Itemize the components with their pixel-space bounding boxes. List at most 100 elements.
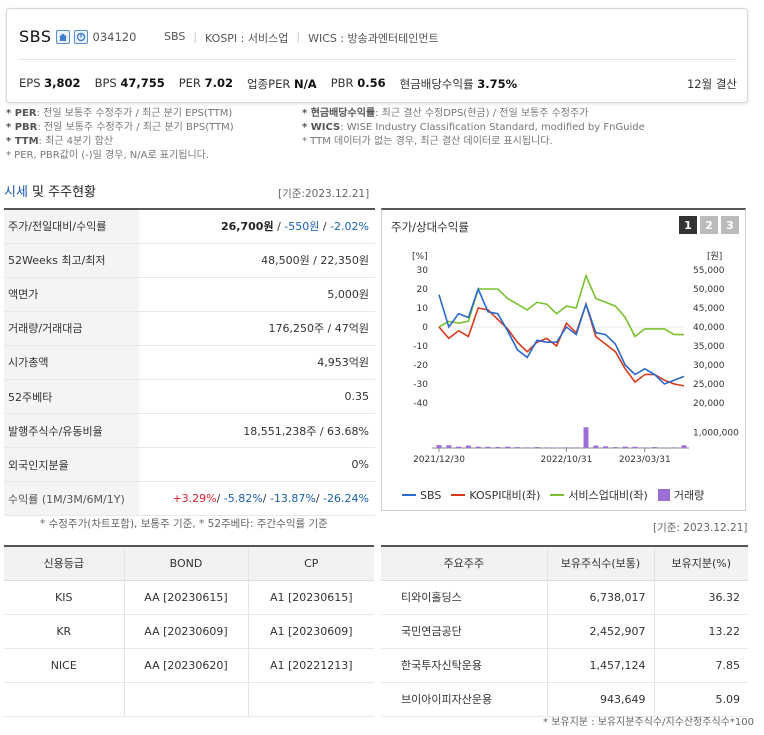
metric-pbr: PBR 0.56 xyxy=(330,76,386,90)
volume-bar xyxy=(544,447,550,448)
volume-bar xyxy=(465,445,471,448)
tag-kospi: KOSPI : 서비스업 xyxy=(205,32,289,45)
row-label: 52주베타 xyxy=(4,379,139,415)
volume-bar xyxy=(563,447,569,448)
volume-bar xyxy=(475,446,481,448)
left-axis-unit: [%] xyxy=(412,252,428,262)
volume-bar xyxy=(632,446,638,448)
tag-company: SBS xyxy=(164,30,186,43)
row-label: 52Weeks 최고/최저 xyxy=(4,243,139,278)
price-table: 주가/전일대비/수익률 26,700원 / -550원 / -2.02% 52W… xyxy=(4,208,375,517)
price-chart: [%] [원] 30 20 10 0 -10 -20 -30 -40 55,000 50,000 45,… xyxy=(412,251,739,465)
home-icon[interactable] xyxy=(55,29,70,44)
legend-swatch xyxy=(657,489,670,501)
right-tick-label: 35,000 xyxy=(693,342,725,352)
stake-percent: 5.09 xyxy=(654,682,748,717)
header-divider xyxy=(19,59,737,60)
price-base-date: [기준:2023.12.21] xyxy=(278,188,370,200)
table-row: 브이아이피자산운용 943,649 5.09 xyxy=(381,682,748,717)
row-label: 액면가 xyxy=(4,277,139,312)
key-metrics: EPS 3,802 BPS 47,755 PER 7.02 업종PER N/A … xyxy=(19,76,737,92)
note-line: * WICS: WISE Industry Classification Sta… xyxy=(302,122,645,133)
row-value: 176,250주 / 47억원 xyxy=(139,311,375,346)
column-header: 보유지분(%) xyxy=(654,546,748,581)
classification-tags: SBS | KOSPI : 서비스업 | WICS : 방송과엔터테인먼트 xyxy=(164,30,439,45)
table-row: 외국인지분율 0% xyxy=(4,447,375,483)
tag-wics: WICS : 방송과엔터테인먼트 xyxy=(308,32,439,45)
legend-label: SBS xyxy=(420,488,442,502)
right-tick-label: 55,000 xyxy=(693,266,725,276)
company-name[interactable]: SBS xyxy=(19,27,52,46)
shares-held: 6,738,017 xyxy=(547,580,655,615)
table-row: 한국투자신탁운용 1,457,124 7.85 xyxy=(381,648,748,683)
volume-bar xyxy=(514,447,520,448)
chart-page-1-button[interactable]: 1 xyxy=(679,216,697,234)
right-tick-label: 45,000 xyxy=(693,304,725,314)
table-row: 주가/전일대비/수익률 26,700원 / -550원 / -2.02% xyxy=(4,209,375,244)
column-header: 주요주주 xyxy=(381,546,548,581)
agency-cell: NICE xyxy=(4,648,125,683)
row-label: 수익률 (1M/3M/6M/1Y) xyxy=(4,481,139,517)
report-icon[interactable] xyxy=(73,29,88,44)
volume-bar xyxy=(534,447,540,448)
bond-cell xyxy=(124,682,249,717)
legend-swatch xyxy=(451,494,466,496)
volume-bar xyxy=(652,447,658,448)
legend-label: KOSPI대비(좌) xyxy=(469,489,541,502)
chart-title: 주가/상대수익률 xyxy=(391,220,469,234)
x-tick-label: 2021/12/30 xyxy=(413,455,465,465)
x-tick-label: 2023/03/31 xyxy=(619,455,671,465)
legend-label: 서비스업대비(좌) xyxy=(568,489,648,502)
stake-percent: 7.85 xyxy=(654,648,748,683)
left-tick-label: -40 xyxy=(413,399,428,409)
row-label: 발행주식수/유동비율 xyxy=(4,413,139,449)
left-tick-label: -30 xyxy=(413,380,428,390)
table-row: KIS AA [20230615] A1 [20230615] xyxy=(4,580,374,615)
volume-bar xyxy=(681,445,687,448)
bond-cell: AA [20230620] xyxy=(124,648,249,683)
holder-name: 브이아이피자산운용 xyxy=(381,682,548,717)
table-row: 액면가 5,000원 xyxy=(4,277,375,312)
cp-cell: A1 [20230609] xyxy=(248,614,374,649)
chart-pager: 1 2 3 xyxy=(676,216,739,234)
volume-bar xyxy=(622,446,628,448)
table-row: 수익률 (1M/3M/6M/1Y) +3.29%/ -5.82%/ -13.87… xyxy=(4,481,375,517)
shares-held: 1,457,124 xyxy=(547,648,655,683)
stake-percent: 13.22 xyxy=(654,614,748,649)
returns-values: +3.29%/ -5.82%/ -13.87%/ -26.24% xyxy=(139,481,375,517)
metric-eps: EPS 3,802 xyxy=(19,76,81,90)
volume-bar xyxy=(603,446,609,448)
agency-cell: KR xyxy=(4,614,125,649)
table-header-row: 신용등급 BOND CP xyxy=(4,546,374,581)
series-line xyxy=(438,301,685,387)
row-value: 48,500원 / 22,350원 xyxy=(139,243,375,278)
note-line: * PER: 전일 보통주 수정주가 / 최근 분기 EPS(TTM) xyxy=(6,108,233,119)
shareholder-base-date: [기준: 2023.12.21] xyxy=(653,522,748,534)
notes-right: * 현금배당수익률: 최근 결산 수정DPS(현금) / 전일 보통주 수정주가… xyxy=(302,107,762,149)
row-label: 거래량/거래대금 xyxy=(4,311,139,346)
volume-bar xyxy=(612,447,618,448)
chart-page-3-button[interactable]: 3 xyxy=(721,216,739,234)
volume-bar xyxy=(593,445,599,448)
chart-page-2-button[interactable]: 2 xyxy=(700,216,718,234)
row-value: 18,551,238주 / 63.68% xyxy=(139,413,375,449)
volume-bar xyxy=(485,446,491,448)
current-price: 26,700원 / -550원 / -2.02% xyxy=(139,209,375,244)
volume-tick-label: 1,000,000 xyxy=(693,429,739,439)
row-value: 0% xyxy=(139,447,375,483)
volume-bar xyxy=(495,446,501,448)
metric-dividend-yield: 현금배당수익률 3.75% xyxy=(399,77,518,91)
company-header: SBS 034120 SBS | KOSPI : 서비스업 | WICS : 방… xyxy=(6,8,748,103)
cp-cell: A1 [20230615] xyxy=(248,580,374,615)
agency-cell: KIS xyxy=(4,580,125,615)
table-row: NICE AA [20230620] A1 [20221213] xyxy=(4,648,374,683)
volume-bar xyxy=(583,427,589,448)
holder-name: 국민연금공단 xyxy=(381,614,548,649)
row-label: 주가/전일대비/수익률 xyxy=(4,209,139,244)
left-tick-label: -10 xyxy=(413,342,428,352)
table-row: 52Weeks 최고/최저 48,500원 / 22,350원 xyxy=(4,243,375,278)
volume-bar xyxy=(524,447,530,448)
legend-swatch xyxy=(402,494,416,496)
right-tick-label: 20,000 xyxy=(693,399,725,409)
left-tick-label: 10 xyxy=(417,304,429,314)
